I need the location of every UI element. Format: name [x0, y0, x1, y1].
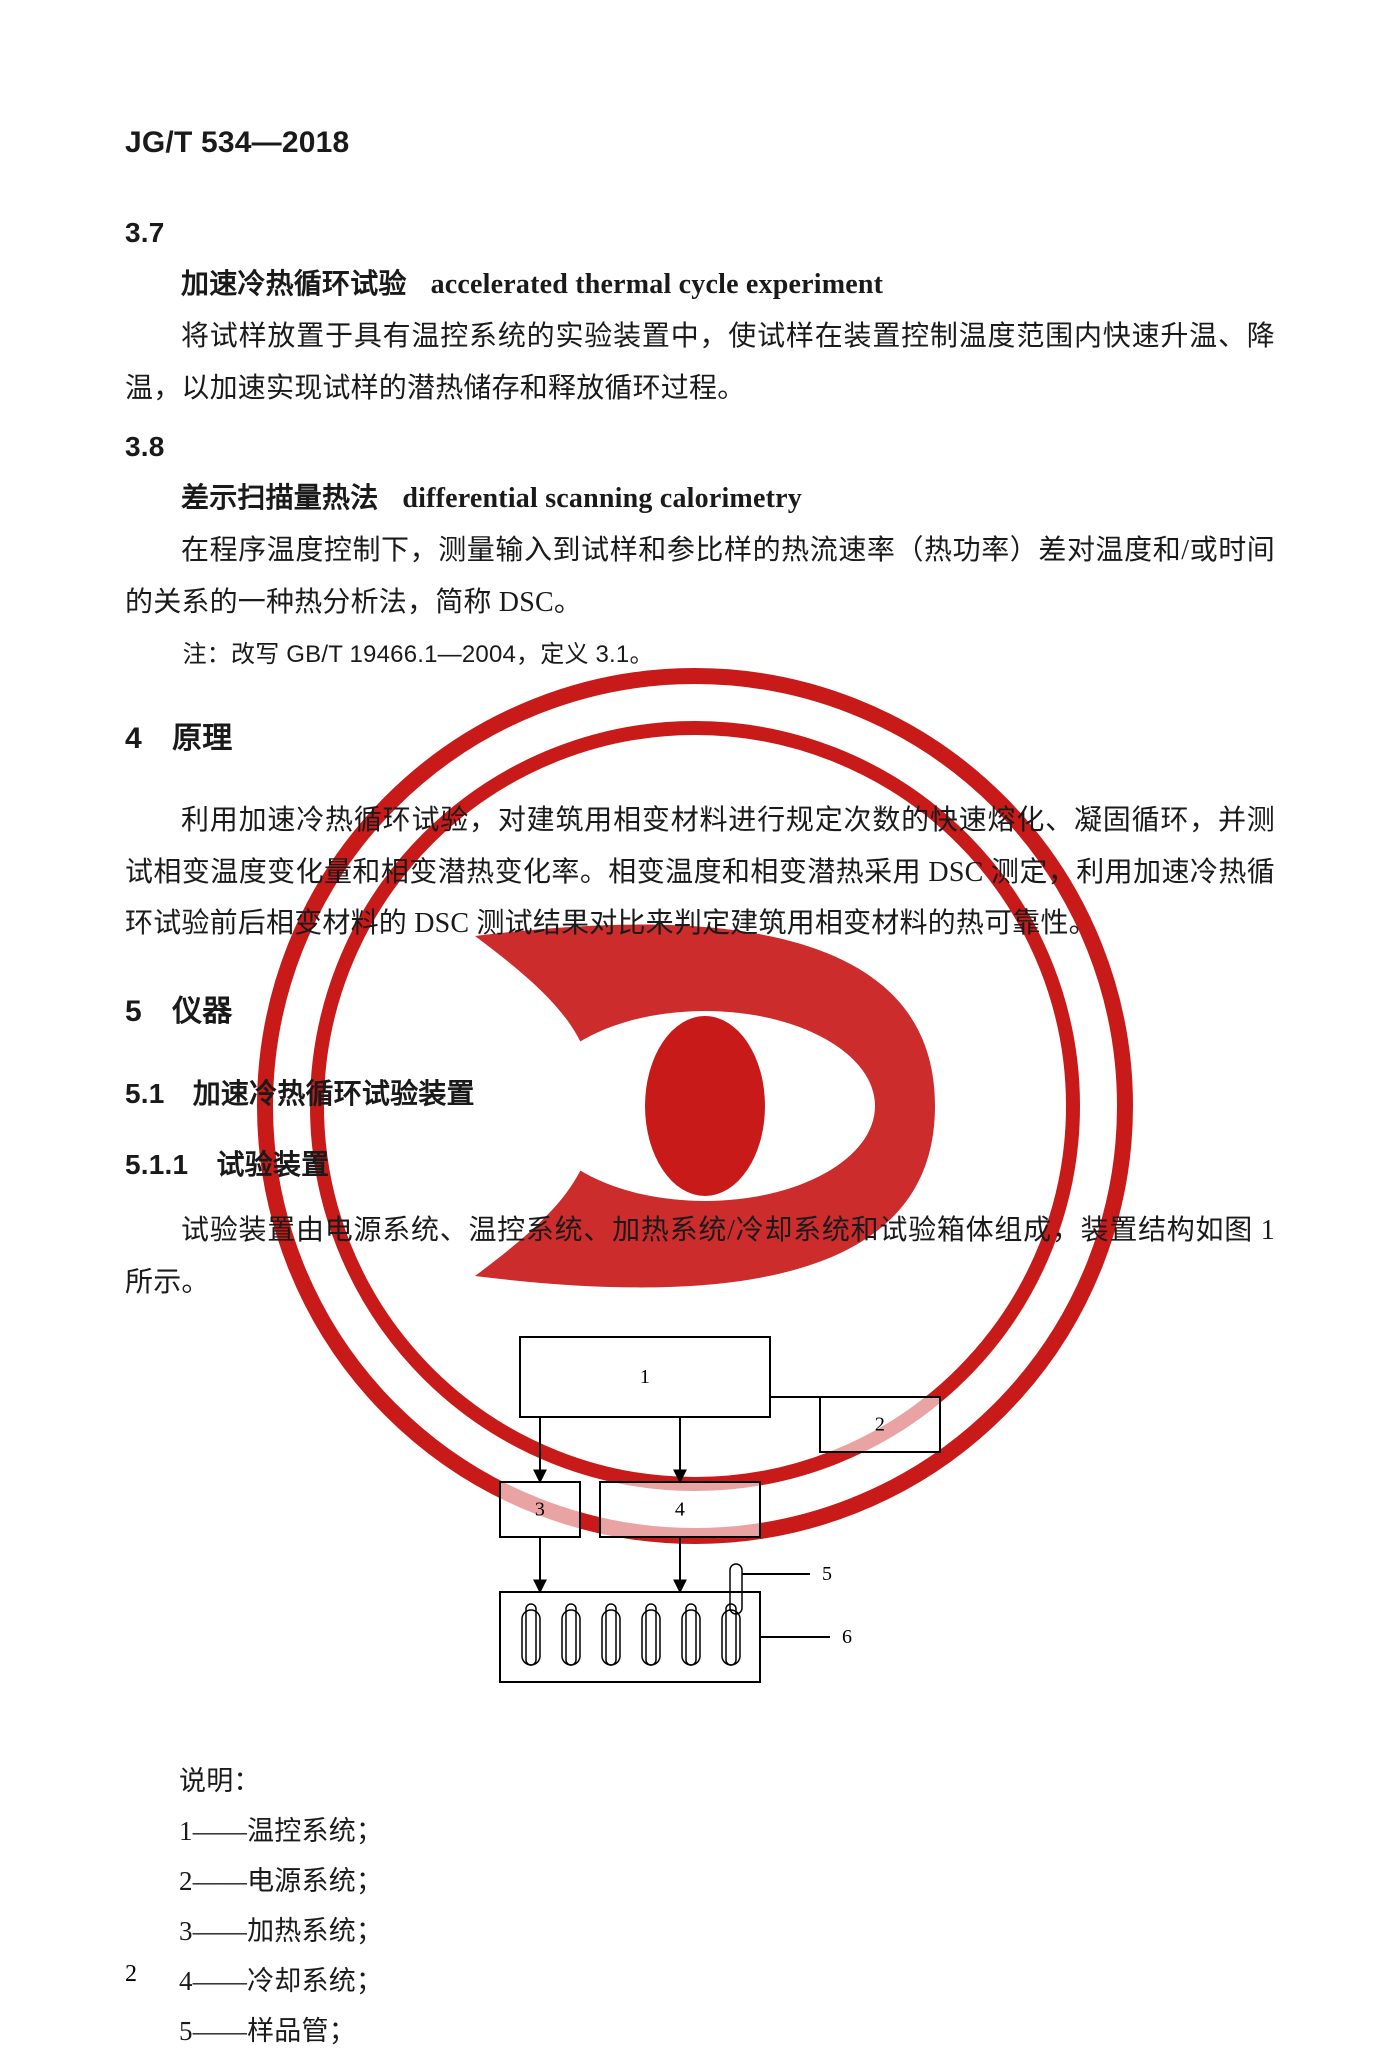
svg-text:2: 2 — [875, 1413, 885, 1435]
figure-legend: 说明： 1——温控系统； 2——电源系统； 3——加热系统； 4——冷却系统； … — [125, 1757, 1275, 2048]
legend-item: 3——加热系统； — [179, 1907, 1275, 1957]
svg-text:5: 5 — [822, 1563, 832, 1585]
section-3-8-num: 3.8 — [125, 421, 1275, 473]
section-4-body: 利用加速冷热循环试验，对建筑用相变材料进行规定次数的快速熔化、凝固循环，并测试相… — [125, 795, 1275, 950]
section-3-8-note: 注：改写 GB/T 19466.1—2004，定义 3.1。 — [125, 633, 1275, 677]
svg-text:1: 1 — [640, 1366, 650, 1388]
legend-item: 5——样品管； — [179, 2007, 1275, 2048]
section-5-1-1: 5.1.1 试验装置 — [125, 1139, 1275, 1191]
term-cn: 加速冷热循环试验 — [181, 268, 407, 299]
legend-title: 说明： — [125, 1757, 1275, 1807]
term-en: accelerated thermal cycle experiment — [431, 269, 884, 300]
section-5-heading: 5 仪器 — [125, 984, 1275, 1040]
svg-text:6: 6 — [842, 1626, 852, 1648]
section-3-8-body: 在程序温度控制下，测量输入到试样和参比样的热流速率（热功率）差对温度和/或时间的… — [125, 525, 1275, 629]
term-en: differential scanning calorimetry — [402, 483, 802, 514]
section-3-7-num: 3.7 — [125, 207, 1275, 259]
section-5-1: 5.1 加速冷热循环试验装置 — [125, 1068, 1275, 1120]
section-5-body: 试验装置由电源系统、温控系统、加热系统/冷却系统和试验箱体组成，装置结构如图 1… — [125, 1205, 1275, 1309]
section-3-7-term: 加速冷热循环试验 accelerated thermal cycle exper… — [125, 258, 1275, 311]
legend-item: 2——电源系统； — [179, 1857, 1275, 1907]
section-4-heading: 4 原理 — [125, 711, 1275, 767]
svg-text:4: 4 — [675, 1498, 685, 1520]
svg-text:3: 3 — [535, 1498, 545, 1520]
section-3-8-term: 差示扫描量热法 differential scanning calorimetr… — [125, 472, 1275, 525]
figure-1: 1 2 3 4 5 6 — [125, 1327, 1275, 1717]
legend-item: 1——温控系统； — [179, 1807, 1275, 1857]
section-3-7-body: 将试样放置于具有温控系统的实验装置中，使试样在装置控制温度范围内快速升温、降温，… — [125, 311, 1275, 415]
document-id: JG/T 534—2018 — [125, 115, 1275, 171]
term-cn: 差示扫描量热法 — [181, 482, 378, 513]
legend-item: 4——冷却系统； — [179, 1957, 1275, 2007]
document-body: JG/T 534—2018 3.7 加速冷热循环试验 accelerated t… — [0, 0, 1390, 2048]
page: JG/T 534—2018 3.7 加速冷热循环试验 accelerated t… — [0, 0, 1390, 2048]
figure-1-svg: 1 2 3 4 5 6 — [390, 1327, 1010, 1717]
